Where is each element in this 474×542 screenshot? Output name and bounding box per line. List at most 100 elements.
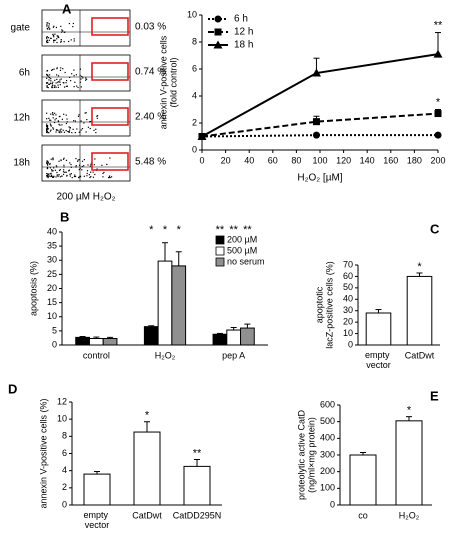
event-dot xyxy=(63,113,65,115)
event-dot xyxy=(49,167,51,169)
event-dot xyxy=(86,170,89,172)
event-dot xyxy=(46,130,48,132)
event-dot xyxy=(53,39,55,41)
event-dot xyxy=(109,157,111,159)
event-dot xyxy=(53,167,55,169)
event-dot xyxy=(46,69,49,72)
significance: * xyxy=(436,96,441,108)
event-dot xyxy=(58,174,60,176)
event-dot xyxy=(62,30,64,32)
event-dot xyxy=(48,23,50,25)
event-dot xyxy=(65,114,67,116)
event-dot xyxy=(53,121,56,124)
marker xyxy=(214,28,222,36)
event-dot xyxy=(56,41,58,44)
event-dot xyxy=(52,84,54,86)
event-dot xyxy=(46,131,48,134)
plot-frame xyxy=(41,54,131,92)
event-dot xyxy=(78,114,80,116)
y-tick-label: 200 xyxy=(320,466,335,476)
gate-percent: 2.40 % xyxy=(135,112,166,123)
bar xyxy=(406,275,433,346)
event-dot xyxy=(46,24,48,26)
event-dot xyxy=(78,164,81,166)
panel-letter: D xyxy=(8,381,17,396)
event-dot xyxy=(54,79,56,81)
event-dot xyxy=(73,69,75,71)
event-dot xyxy=(80,120,82,122)
event-dot xyxy=(48,131,50,134)
event-dot xyxy=(46,41,48,44)
y-tick-label: 2 xyxy=(62,482,67,492)
event-dot xyxy=(46,74,48,76)
legend-swatch xyxy=(215,235,225,245)
event-dot xyxy=(106,163,108,166)
event-dot xyxy=(47,41,49,44)
event-dot xyxy=(79,131,81,133)
event-dot xyxy=(73,120,75,122)
event-dot xyxy=(46,161,48,163)
event-dot xyxy=(73,85,75,88)
bar xyxy=(83,473,111,506)
y-tick-label: 10 xyxy=(47,311,57,321)
event-dot xyxy=(46,123,48,125)
event-dot xyxy=(83,175,85,177)
event-dot xyxy=(51,112,54,114)
bar xyxy=(183,465,211,506)
y-tick-label: 0 xyxy=(192,144,197,154)
x-tick-label: CatDwt xyxy=(132,510,162,520)
significance: * xyxy=(177,224,182,236)
event-dot xyxy=(103,171,105,174)
event-dot xyxy=(96,115,99,117)
event-dot xyxy=(46,85,48,87)
event-dot xyxy=(65,122,68,125)
legend-label: 6 h xyxy=(234,14,248,25)
event-dot xyxy=(59,131,61,134)
event-dot xyxy=(46,39,49,42)
event-dot xyxy=(66,85,69,87)
event-dot xyxy=(109,175,111,177)
event-dot xyxy=(83,165,85,167)
event-dot xyxy=(70,163,72,166)
event-dot xyxy=(49,162,51,165)
plot-frame xyxy=(41,144,131,182)
event-dot xyxy=(51,168,53,171)
x-tick-label: 200 xyxy=(430,155,445,165)
event-dot xyxy=(74,120,77,122)
y-tick-label: 30 xyxy=(47,255,57,265)
event-dot xyxy=(86,118,88,121)
marker xyxy=(434,131,442,139)
event-dot xyxy=(77,115,80,118)
event-dot xyxy=(95,128,97,130)
event-dot xyxy=(70,39,72,41)
event-dot xyxy=(65,82,67,84)
event-dot xyxy=(62,173,65,176)
event-dot xyxy=(66,118,68,120)
event-dot xyxy=(80,129,82,131)
legend-swatch xyxy=(215,257,225,267)
x-tick-label: 80 xyxy=(291,155,301,165)
event-dot xyxy=(46,126,48,128)
bar xyxy=(157,260,173,346)
event-dot xyxy=(60,67,62,69)
event-dot xyxy=(62,171,65,173)
y-tick-label: 600 xyxy=(320,399,335,409)
event-dot xyxy=(62,158,65,160)
event-dot xyxy=(57,86,60,88)
event-dot xyxy=(102,176,104,178)
event-dot xyxy=(46,129,48,131)
significance: ** xyxy=(216,224,225,236)
legend-label: 200 µM xyxy=(227,234,257,244)
legend-label: 18 h xyxy=(234,40,253,51)
event-dot xyxy=(49,123,51,125)
panel-letter: C xyxy=(430,221,440,236)
marker xyxy=(311,68,321,77)
event-dot xyxy=(51,85,53,87)
legend-label: no serum xyxy=(227,256,265,266)
bar xyxy=(349,454,377,506)
event-dot xyxy=(69,162,71,164)
event-dot xyxy=(73,40,75,42)
event-dot xyxy=(46,82,49,84)
event-dot xyxy=(47,86,49,89)
event-dot xyxy=(52,114,54,116)
